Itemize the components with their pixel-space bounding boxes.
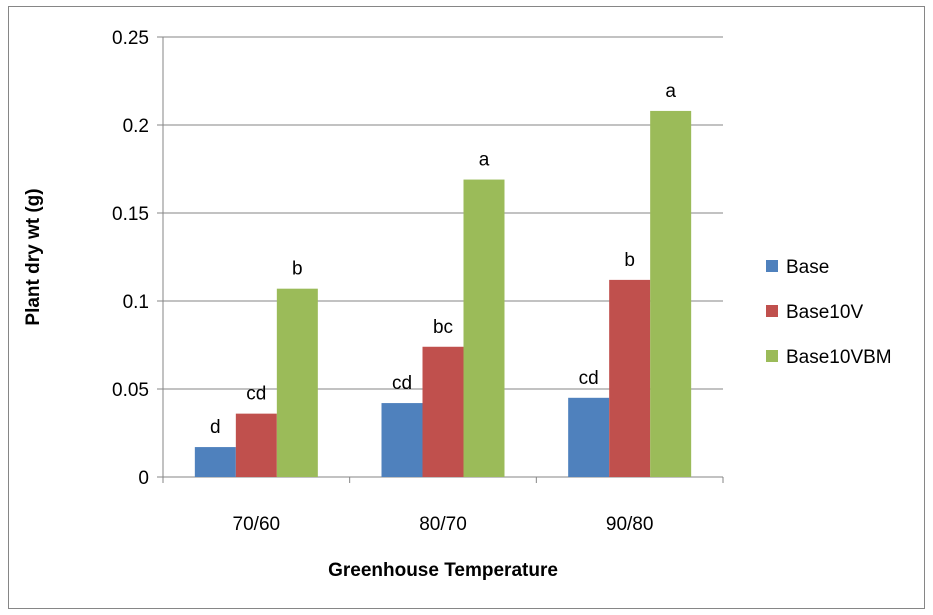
bar-base10v[interactable]: [422, 346, 464, 477]
bar-base[interactable]: [381, 403, 423, 477]
data-label: d: [210, 417, 221, 438]
x-tick-label: 90/80: [606, 514, 654, 535]
y-tick-label: 0: [138, 468, 149, 489]
data-label: bc: [433, 317, 453, 338]
y-tick-labels: 0 0.05 0.1 0.15 0.2 0.25: [112, 28, 149, 489]
y-axis-title: Plant dry wt (g): [23, 188, 44, 325]
x-tick-label: 70/60: [233, 514, 281, 535]
bar-base10vbm[interactable]: [463, 179, 505, 477]
legend-swatch: [766, 260, 778, 272]
x-tick-label: 80/70: [419, 514, 467, 535]
bar-base[interactable]: [568, 397, 610, 477]
data-label: cd: [246, 384, 266, 405]
y-tick-label: 0.25: [112, 28, 149, 49]
data-labels: d cd b cd bc a cd b a: [210, 81, 676, 438]
legend-label: Base10VBM: [786, 347, 892, 368]
x-axis-title: Greenhouse Temperature: [328, 560, 558, 581]
bars: [194, 110, 692, 478]
legend-item-base[interactable]: Base: [766, 257, 829, 278]
legend-item-base10vbm[interactable]: Base10VBM: [766, 347, 892, 368]
data-label: a: [479, 150, 490, 171]
legend-item-base10v[interactable]: Base10V: [766, 302, 863, 323]
legend-label: Base10V: [786, 302, 863, 323]
bar-base10vbm[interactable]: [650, 110, 692, 478]
x-tick-labels: 70/60 80/70 90/80: [233, 514, 654, 535]
bar-base10v[interactable]: [609, 279, 651, 477]
bar-base10v[interactable]: [235, 413, 277, 477]
legend[interactable]: Base Base10V Base10VBM: [766, 257, 892, 368]
legend-swatch: [766, 350, 778, 362]
bar-base[interactable]: [194, 447, 236, 477]
data-label: cd: [392, 373, 412, 394]
data-label: cd: [579, 368, 599, 389]
y-tick-label: 0.2: [123, 116, 149, 137]
y-tick-label: 0.15: [112, 204, 149, 225]
data-label: a: [665, 81, 676, 102]
legend-swatch: [766, 305, 778, 317]
y-tick-label: 0.1: [123, 292, 149, 313]
data-label: b: [292, 259, 303, 280]
data-label: b: [624, 250, 635, 271]
legend-label: Base: [786, 257, 829, 278]
y-tick-label: 0.05: [112, 380, 149, 401]
bar-base10vbm[interactable]: [276, 288, 318, 477]
